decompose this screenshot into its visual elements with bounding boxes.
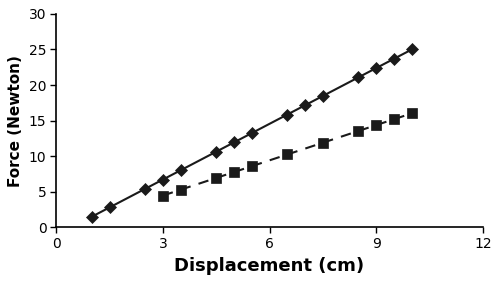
- X-axis label: Displacement (cm): Displacement (cm): [174, 257, 364, 275]
- Y-axis label: Force (Newton): Force (Newton): [8, 55, 24, 186]
